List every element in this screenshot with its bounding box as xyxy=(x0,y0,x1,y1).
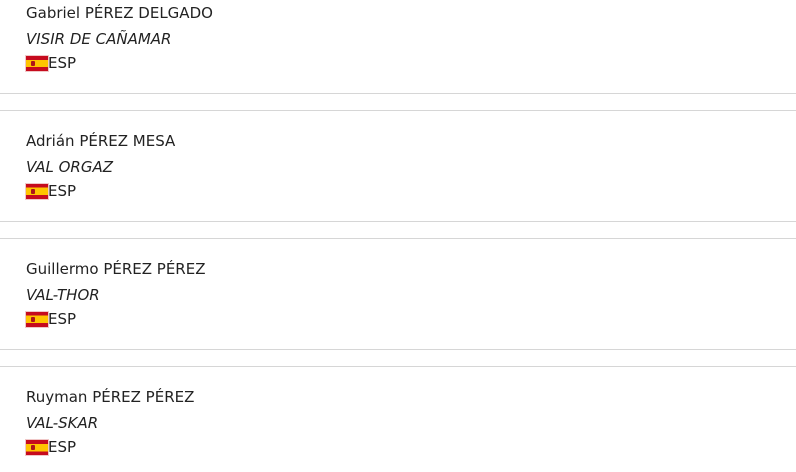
spain-flag-icon xyxy=(26,439,48,455)
nation-code: ESP xyxy=(48,54,77,72)
divider xyxy=(0,110,796,111)
divider xyxy=(0,366,796,367)
nationality: ESP xyxy=(26,182,76,200)
rider-name: Gabriel PÉREZ DELGADO xyxy=(26,4,213,22)
rider-name: Guillermo PÉREZ PÉREZ xyxy=(26,260,206,278)
nation-code: ESP xyxy=(48,438,77,456)
nationality: ESP xyxy=(26,310,76,328)
spain-flag-icon xyxy=(26,183,48,199)
horse-name: VAL ORGAZ xyxy=(26,158,114,176)
spain-flag-icon xyxy=(26,55,48,71)
divider xyxy=(0,349,796,350)
horse-name: VAL-SKAR xyxy=(26,414,99,432)
horse-name: VISIR DE CAÑAMAR xyxy=(26,30,172,48)
nation-code: ESP xyxy=(48,310,77,328)
rider-name: Ruyman PÉREZ PÉREZ xyxy=(26,388,195,406)
divider xyxy=(0,93,796,94)
nationality: ESP xyxy=(26,54,76,72)
nationality: ESP xyxy=(26,438,76,456)
rider-name: Adrián PÉREZ MESA xyxy=(26,132,176,150)
horse-name: VAL-THOR xyxy=(26,286,100,304)
divider xyxy=(0,238,796,239)
divider xyxy=(0,221,796,222)
spain-flag-icon xyxy=(26,311,48,327)
nation-code: ESP xyxy=(48,182,77,200)
